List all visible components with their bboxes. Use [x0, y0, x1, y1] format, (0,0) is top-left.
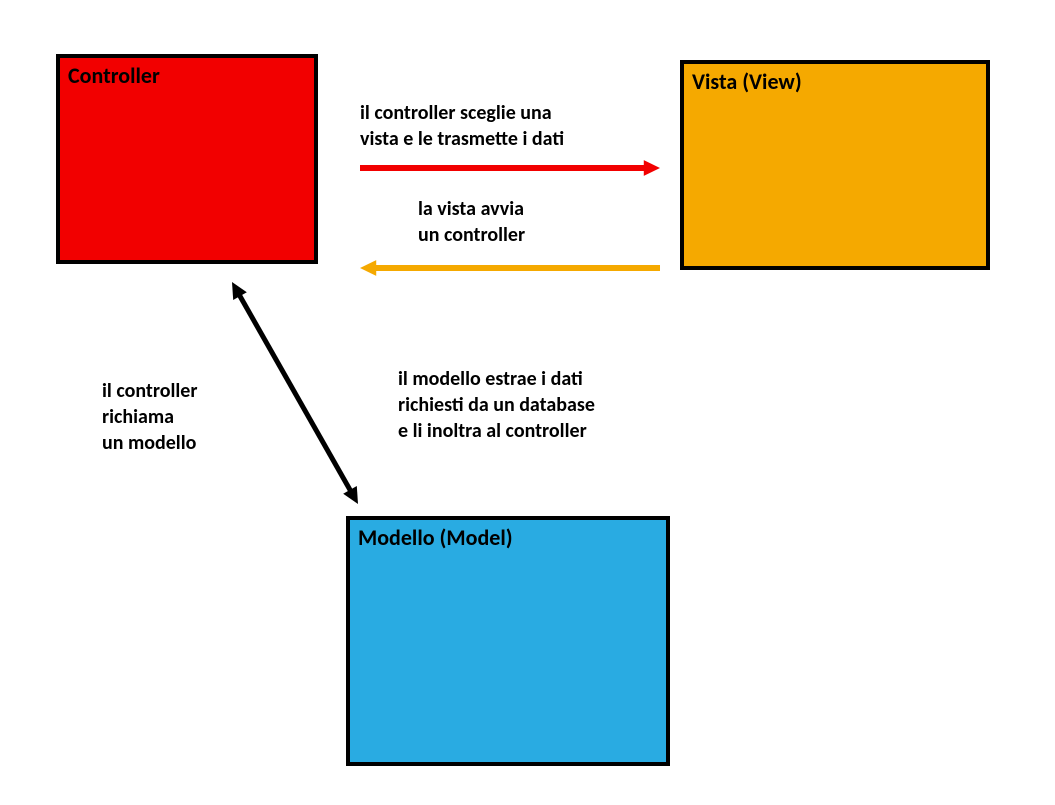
model-box: Modello (Model): [346, 516, 670, 766]
view-to-controller-label: la vista avvia un controller: [418, 196, 525, 248]
controller-model-right-label: il modello estrae i dati richiesti da un…: [398, 366, 595, 444]
controller-to-view-label: il controller sceglie una vista e le tra…: [360, 100, 564, 152]
view-box: Vista (View): [680, 60, 990, 270]
view-label: Vista (View): [692, 68, 802, 95]
model-label: Modello (Model): [358, 524, 513, 551]
controller-model-left-label: il controller richiama un modello: [102, 378, 197, 456]
controller-label: Controller: [68, 62, 160, 89]
controller-box: Controller: [56, 54, 318, 264]
